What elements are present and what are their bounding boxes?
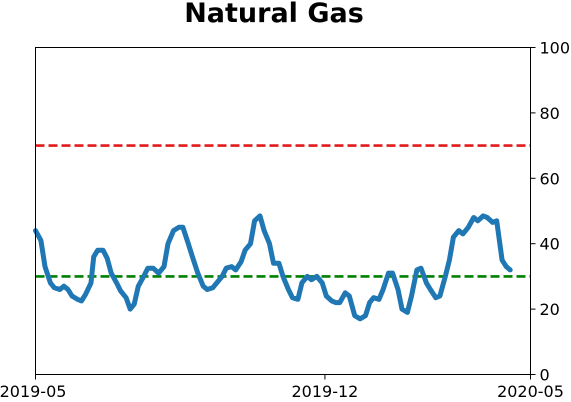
series-line-0 bbox=[33, 213, 513, 322]
y-tick-label: 20 bbox=[540, 300, 560, 319]
y-axis: 0 20 40 60 80 100 bbox=[530, 39, 571, 385]
x-tick-label: 2020-05 bbox=[497, 382, 564, 401]
reference-lines bbox=[35, 144, 531, 278]
y-tick-label: 100 bbox=[540, 39, 571, 58]
y-tick-label: 0 bbox=[540, 366, 550, 385]
x-tick-label: 2019-05 bbox=[0, 382, 66, 401]
x-tick-label: 2019-12 bbox=[291, 382, 358, 401]
series-group bbox=[33, 213, 513, 322]
plot-frame bbox=[35, 47, 531, 375]
x-axis: 2019-05 2019-12 2020-05 bbox=[0, 374, 564, 401]
chart-title: Natural Gas bbox=[184, 0, 364, 29]
y-tick-label: 60 bbox=[540, 169, 560, 188]
y-tick-label: 40 bbox=[540, 235, 560, 254]
y-tick-label: 80 bbox=[540, 104, 560, 123]
